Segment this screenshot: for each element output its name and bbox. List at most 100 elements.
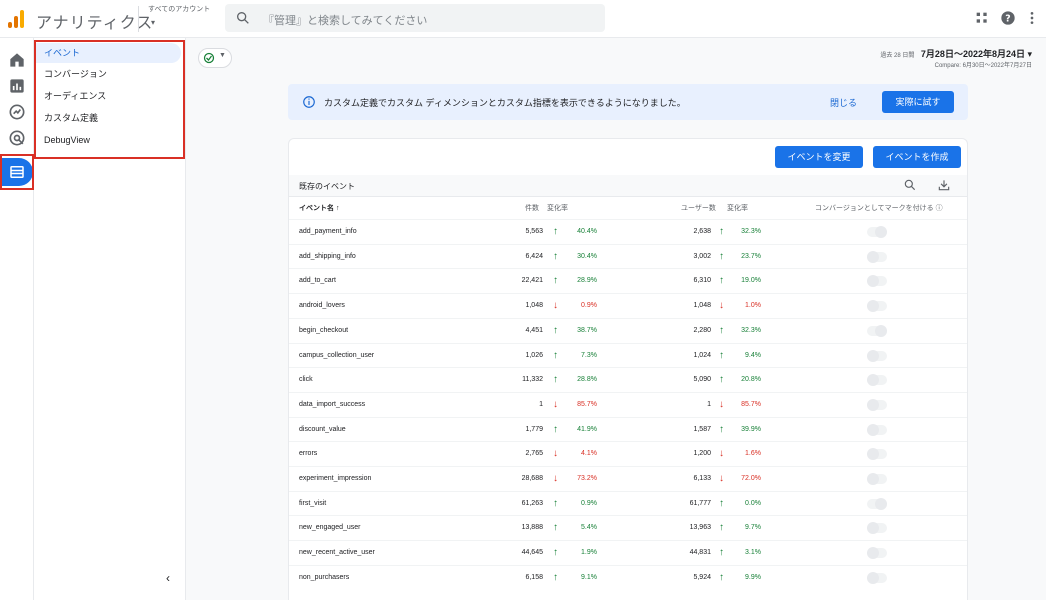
- account-dropdown-caret[interactable]: ▾: [151, 18, 156, 27]
- conversion-toggle[interactable]: [867, 226, 887, 238]
- event-count: 2,765: [525, 450, 543, 458]
- count-change: 0.9%: [581, 499, 597, 507]
- conversion-toggle[interactable]: [867, 497, 887, 510]
- table-row[interactable]: begin_checkout 4,451 ↑ 38.7% 2,280 ↑ 32.3%: [289, 317, 967, 342]
- info-icon: [303, 96, 315, 108]
- arrow-up-icon: ↑: [719, 547, 724, 559]
- event-name[interactable]: data_import_success: [299, 400, 366, 408]
- help-icon[interactable]: ?: [1000, 10, 1016, 26]
- date-range: 7月28日〜2022年8月24日 ▾: [920, 49, 1032, 59]
- count-change: 28.8%: [577, 376, 597, 384]
- table-row[interactable]: data_import_success 1 ↓ 85.7% 1 ↓ 85.7%: [289, 391, 967, 416]
- create-event-button[interactable]: イベントを作成: [873, 146, 961, 168]
- user-count: 1,024: [693, 351, 711, 359]
- column-header-mark-conversion[interactable]: コンバージョンとしてマークを付ける ⓘ: [815, 205, 943, 212]
- conversion-toggle[interactable]: [867, 300, 887, 313]
- table-row[interactable]: add_payment_info 5,563 ↑ 40.4% 2,638 ↑ 32.3%: [289, 219, 967, 243]
- event-name[interactable]: discount_value: [299, 425, 346, 433]
- arrow-up-icon: ↑: [553, 250, 558, 262]
- event-name[interactable]: begin_checkout: [299, 326, 349, 334]
- modify-event-button[interactable]: イベントを変更: [775, 146, 863, 168]
- event-name[interactable]: android_lovers: [299, 302, 345, 310]
- conversion-toggle[interactable]: [867, 398, 887, 411]
- column-header-change[interactable]: 変化率: [547, 205, 568, 212]
- compare-range: Compare: 6月30日〜2022年7月27日: [934, 63, 1032, 69]
- event-name[interactable]: add_shipping_info: [299, 252, 356, 260]
- home-icon[interactable]: [7, 50, 27, 70]
- subnav-item-conversions[interactable]: コンバージョン: [44, 69, 107, 79]
- column-header-users[interactable]: ユーザー数: [681, 205, 716, 212]
- user-count: 13,963: [689, 524, 711, 532]
- account-label[interactable]: すべてのアカウント: [148, 6, 211, 13]
- top-bar: アナリティクス すべてのアカウント ▾ 『管理』と検索してみてください ?: [0, 0, 1046, 38]
- conversion-toggle[interactable]: [867, 324, 887, 337]
- arrow-down-icon: ↓: [553, 448, 558, 460]
- event-name[interactable]: first_visit: [299, 499, 327, 507]
- conversion-toggle[interactable]: [867, 448, 887, 461]
- collapse-nav-button[interactable]: ‹: [166, 571, 170, 585]
- table-row[interactable]: click 11,332 ↑ 28.8% 5,090 ↑ 20.8%: [289, 367, 967, 391]
- event-name[interactable]: new_recent_active_user: [299, 549, 375, 557]
- analytics-logo[interactable]: [8, 10, 28, 28]
- event-name[interactable]: add_payment_info: [299, 228, 357, 235]
- reports-icon[interactable]: [7, 76, 27, 96]
- more-vert-icon[interactable]: [1024, 10, 1040, 26]
- user-change: 85.7%: [741, 400, 761, 408]
- configure-nav-button[interactable]: [0, 158, 33, 186]
- banner-close-button[interactable]: 閉じる: [830, 98, 858, 108]
- conversion-toggle[interactable]: [867, 571, 887, 584]
- apps-grid-icon[interactable]: [974, 10, 990, 26]
- user-change: 3.1%: [745, 549, 761, 557]
- event-count: 1,779: [525, 425, 543, 433]
- table-row[interactable]: non_purchasers 6,158 ↑ 9.1% 5,924 ↑ 9.9%: [289, 564, 967, 589]
- user-count: 2,280: [693, 326, 711, 334]
- table-row[interactable]: campus_collection_user 1,026 ↑ 7.3% 1,024 ↑ 9.…: [289, 342, 967, 367]
- conversion-toggle[interactable]: [867, 473, 887, 485]
- conversion-toggle[interactable]: [867, 522, 887, 535]
- date-range-selector[interactable]: 過去 28 日間 7月28日〜2022年8月24日 ▾: [880, 47, 1032, 60]
- conversion-toggle[interactable]: [867, 250, 887, 263]
- event-name[interactable]: non_purchasers: [299, 573, 350, 581]
- search-box[interactable]: 『管理』と検索してみてください: [225, 4, 605, 32]
- conversion-toggle[interactable]: [867, 374, 887, 387]
- table-row[interactable]: first_visit 61,263 ↑ 0.9% 61,777 ↑ 0.0%: [289, 490, 967, 515]
- table-row[interactable]: add_to_cart 22,421 ↑ 28.9% 6,310 ↑ 19.0%: [289, 268, 967, 292]
- user-count: 1,200: [693, 450, 711, 458]
- subnav-item-events[interactable]: イベント: [34, 43, 181, 63]
- subnav-item-custom-definitions[interactable]: カスタム定義: [44, 113, 99, 123]
- table-row[interactable]: experiment_impression 28,688 ↓ 73.2% 6,133 ↓ 7…: [289, 466, 967, 490]
- conversion-toggle[interactable]: [867, 349, 887, 362]
- conversion-toggle[interactable]: [867, 275, 887, 288]
- status-filter-chip[interactable]: ▼: [198, 48, 232, 68]
- conversion-toggle[interactable]: [867, 423, 887, 436]
- explore-icon[interactable]: [7, 102, 27, 122]
- search-icon[interactable]: [903, 178, 917, 192]
- conversion-toggle[interactable]: [867, 547, 887, 560]
- event-name[interactable]: errors: [299, 450, 318, 458]
- subnav-item-debugview[interactable]: DebugView: [44, 135, 90, 145]
- card-title: 既存のイベント: [299, 182, 355, 191]
- event-name[interactable]: experiment_impression: [299, 475, 372, 482]
- table-row[interactable]: android_lovers 1,048 ↓ 0.9% 1,048 ↓ 1.0%: [289, 293, 967, 317]
- event-name[interactable]: add_to_cart: [299, 277, 336, 285]
- event-name[interactable]: click: [299, 376, 313, 384]
- event-name[interactable]: new_engaged_user: [299, 524, 361, 532]
- advertising-icon[interactable]: [7, 128, 27, 148]
- column-header-count[interactable]: 件数: [525, 205, 539, 212]
- subnav-item-audiences[interactable]: オーディエンス: [44, 91, 107, 101]
- table-row[interactable]: errors 2,765 ↓ 4.1% 1,200 ↓ 1.6%: [289, 441, 967, 465]
- table-row[interactable]: discount_value 1,779 ↑ 41.9% 1,587 ↑ 39.9%: [289, 416, 967, 441]
- table-row[interactable]: new_recent_active_user 44,645 ↑ 1.9% 44,831 ↑…: [289, 540, 967, 564]
- table-row[interactable]: new_engaged_user 13,888 ↑ 5.4% 13,963 ↑ 9.7%: [289, 515, 967, 539]
- event-count: 6,158: [525, 573, 543, 581]
- banner-try-button[interactable]: 実際に試す: [882, 91, 954, 113]
- app-title[interactable]: アナリティクス: [36, 15, 154, 32]
- column-header-change[interactable]: 変化率: [727, 205, 748, 212]
- column-header-event-name[interactable]: イベント名 ↑: [299, 205, 340, 212]
- count-change: 9.1%: [581, 573, 597, 581]
- table-row[interactable]: add_shipping_info 6,424 ↑ 30.4% 3,002 ↑ 23.7%: [289, 243, 967, 268]
- event-name[interactable]: campus_collection_user: [299, 351, 375, 359]
- user-count: 1: [707, 400, 711, 408]
- download-icon[interactable]: [937, 178, 951, 192]
- user-change: 0.0%: [745, 499, 761, 507]
